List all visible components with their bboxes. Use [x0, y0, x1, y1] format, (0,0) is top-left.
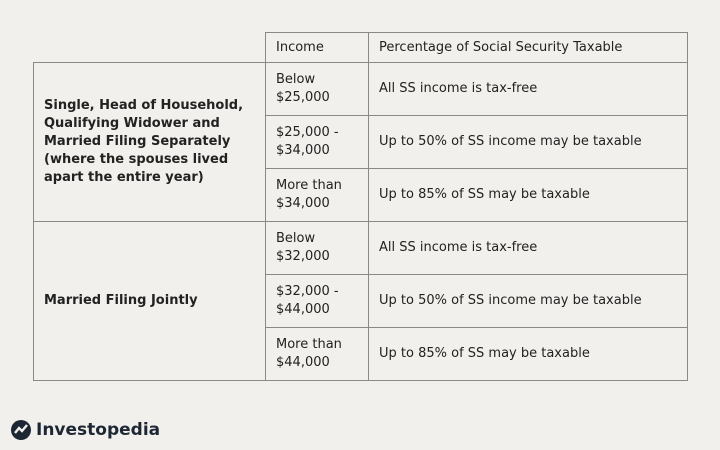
- table-row: Married Filing Jointly Below $32,000 All S…: [33, 221, 688, 381]
- percentage-cell: Up to 85% of SS may be taxable: [368, 168, 688, 222]
- percentage-cell: Up to 50% of SS income may be taxable: [368, 115, 688, 169]
- tax-table: Income Percentage of Social Security Tax…: [33, 32, 688, 381]
- table-row: $25,000 - $34,000 Up to 50% of SS income …: [34, 115, 688, 169]
- header-cell: Percentage of Social Security Taxable: [368, 32, 688, 63]
- table-row: More than $34,000 Up to 85% of SS may be …: [34, 168, 688, 222]
- table-row: $32,000 - $44,000 Up to 50% of SS income …: [34, 274, 688, 328]
- income-cell: More than $44,000: [265, 327, 369, 381]
- income-cell: More than $34,000: [265, 168, 369, 222]
- group-label: Married Filing Jointly: [33, 221, 266, 381]
- empty-header: [33, 32, 266, 63]
- logo-icon: [11, 420, 31, 440]
- table-row: More than $44,000 Up to 85% of SS may be …: [34, 327, 688, 381]
- header-row: Income Percentage of Social Security Tax…: [33, 32, 688, 63]
- percentage-cell: Up to 85% of SS may be taxable: [368, 327, 688, 381]
- table-row: Single, Head of Household, Qualifying Wi…: [33, 62, 688, 222]
- logo: Investopedia: [10, 419, 160, 441]
- income-cell: Below $32,000: [265, 221, 369, 275]
- income-cell: $32,000 - $44,000: [265, 274, 369, 328]
- header-cell: Income: [265, 32, 369, 63]
- percentage-cell: Up to 50% of SS income may be taxable: [368, 274, 688, 328]
- table-body: Single, Head of Household, Qualifying Wi…: [33, 62, 688, 381]
- group-label: Single, Head of Household, Qualifying Wi…: [33, 62, 266, 222]
- logo-text: Investopedia: [36, 420, 161, 440]
- income-cell: Below $25,000: [265, 62, 369, 116]
- income-cell: $25,000 - $34,000: [265, 115, 369, 169]
- percentage-cell: All SS income is tax-free: [368, 221, 688, 275]
- percentage-cell: All SS income is tax-free: [368, 62, 688, 116]
